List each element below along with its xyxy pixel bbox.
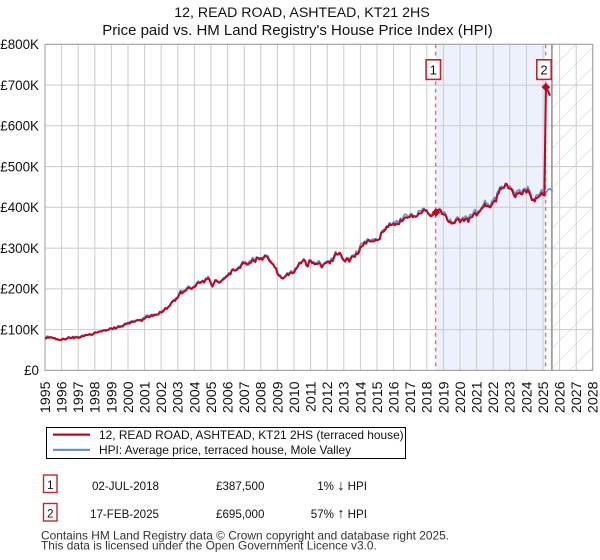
svg-text:12, READ ROAD, ASHTEAD, KT21 2: 12, READ ROAD, ASHTEAD, KT21 2HS (terrac… <box>99 428 404 442</box>
svg-text:2001: 2001 <box>138 381 154 413</box>
svg-text:2007: 2007 <box>237 381 253 413</box>
svg-text:2025: 2025 <box>536 381 552 413</box>
svg-text:£695,000: £695,000 <box>216 508 264 521</box>
svg-text:2014: 2014 <box>353 381 369 413</box>
svg-text:£200K: £200K <box>0 282 39 297</box>
svg-text:£300K: £300K <box>0 241 39 256</box>
svg-text:£800K: £800K <box>0 37 39 52</box>
svg-text:2004: 2004 <box>187 381 203 413</box>
svg-text:£600K: £600K <box>0 119 39 134</box>
svg-text:2006: 2006 <box>221 381 237 413</box>
svg-text:£700K: £700K <box>0 78 39 93</box>
svg-text:2027: 2027 <box>569 381 585 413</box>
svg-text:2020: 2020 <box>453 381 469 413</box>
svg-text:2012: 2012 <box>320 381 336 413</box>
svg-text:2002: 2002 <box>154 381 170 413</box>
svg-text:57% ↑ HPI: 57% ↑ HPI <box>311 506 367 522</box>
svg-text:2028: 2028 <box>586 381 600 413</box>
svg-text:2021: 2021 <box>470 381 486 413</box>
svg-text:Price paid vs. HM Land Registr: Price paid vs. HM Land Registry's House … <box>102 22 493 39</box>
svg-text:1997: 1997 <box>71 381 87 413</box>
svg-text:2017: 2017 <box>403 381 419 413</box>
svg-text:2019: 2019 <box>436 381 452 413</box>
svg-text:2005: 2005 <box>204 381 220 413</box>
svg-text:£100K: £100K <box>0 322 39 337</box>
svg-text:2016: 2016 <box>387 381 403 413</box>
svg-text:12, READ ROAD, ASHTEAD, KT21 2: 12, READ ROAD, ASHTEAD, KT21 2HS <box>174 5 429 21</box>
svg-text:02-JUL-2018: 02-JUL-2018 <box>92 480 159 493</box>
svg-text:2: 2 <box>540 62 547 77</box>
svg-text:2010: 2010 <box>287 381 303 413</box>
svg-text:HPI: Average price, terraced h: HPI: Average price, terraced house, Mole… <box>99 443 351 457</box>
svg-text:£0: £0 <box>24 363 39 378</box>
svg-text:1996: 1996 <box>55 381 71 413</box>
svg-text:2023: 2023 <box>503 381 519 413</box>
svg-text:1998: 1998 <box>88 381 104 413</box>
svg-text:2: 2 <box>47 506 54 520</box>
svg-text:2000: 2000 <box>121 381 137 413</box>
svg-text:2018: 2018 <box>420 381 436 413</box>
svg-text:1995: 1995 <box>38 381 54 413</box>
svg-text:£500K: £500K <box>0 159 39 174</box>
svg-text:2013: 2013 <box>337 381 353 413</box>
svg-text:2008: 2008 <box>254 381 270 413</box>
svg-text:This data is licensed under th: This data is licensed under the Open Gov… <box>41 539 377 553</box>
svg-text:2024: 2024 <box>519 381 535 413</box>
svg-text:£400K: £400K <box>0 200 39 215</box>
svg-text:2011: 2011 <box>304 381 320 412</box>
svg-text:2026: 2026 <box>553 381 569 413</box>
svg-text:17-FEB-2025: 17-FEB-2025 <box>90 508 159 521</box>
svg-text:1% ↓ HPI: 1% ↓ HPI <box>317 478 367 494</box>
svg-text:1999: 1999 <box>104 381 120 413</box>
svg-text:2003: 2003 <box>171 381 187 413</box>
svg-text:1: 1 <box>47 478 54 492</box>
svg-text:Contains HM Land Registry data: Contains HM Land Registry data © Crown c… <box>41 529 449 543</box>
svg-text:2009: 2009 <box>270 381 286 413</box>
svg-text:2015: 2015 <box>370 381 386 413</box>
svg-text:£387,500: £387,500 <box>216 480 264 493</box>
svg-text:1: 1 <box>430 62 437 77</box>
svg-text:2022: 2022 <box>486 381 502 413</box>
